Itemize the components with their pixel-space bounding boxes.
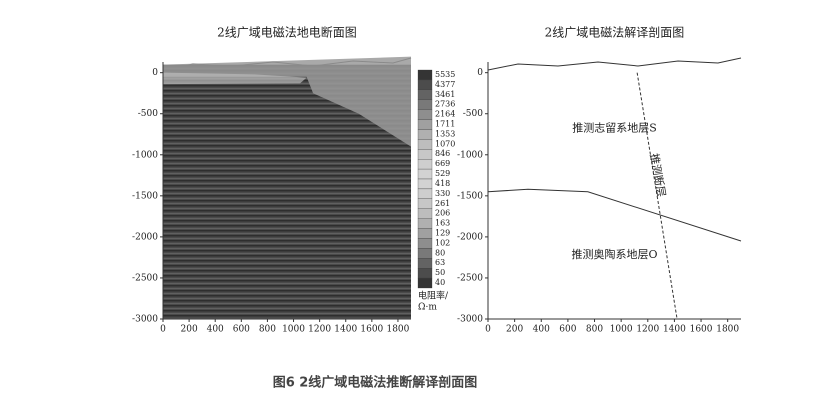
- x-tick-label: 0: [485, 325, 491, 335]
- colorbar-unit: 电阻率/: [418, 290, 449, 302]
- colorbar-label: 163: [435, 219, 450, 228]
- y-tick-label: -500: [463, 109, 483, 119]
- chart-title: 2线广域电磁法解译剖面图: [545, 25, 685, 40]
- high-resistivity-zone: [163, 56, 411, 147]
- colorbar-swatch: [417, 268, 433, 279]
- x-tick-label: 1000: [282, 325, 305, 335]
- y-tick-label: 0: [477, 68, 483, 78]
- colorbar-label: 1711: [435, 120, 455, 129]
- colorbar-label: 669: [435, 159, 450, 168]
- colorbar-swatch: [417, 178, 433, 190]
- annotation: 推测断层: [647, 152, 668, 198]
- colorbar-swatch: [417, 198, 433, 209]
- colorbar-swatch: [417, 258, 433, 269]
- x-tick-label: 600: [559, 325, 576, 335]
- colorbar-label: 129: [435, 229, 450, 238]
- colorbar-label: 4377: [435, 80, 455, 89]
- colorbar-swatch: [417, 89, 433, 100]
- y-tick-label: -2500: [132, 273, 158, 283]
- mid-zone: [163, 72, 307, 85]
- x-tick-label: 800: [586, 325, 603, 335]
- y-tick-label: -1000: [132, 150, 158, 160]
- x-tick-label: 1200: [308, 325, 331, 335]
- colorbar-label: 846: [435, 149, 450, 158]
- x-tick-label: 800: [259, 325, 276, 335]
- y-tick-label: 0: [152, 68, 158, 78]
- x-tick-label: 1800: [386, 325, 409, 335]
- chart-title: 2线广域电磁法地电断面图: [217, 25, 357, 40]
- x-tick-label: 1200: [636, 325, 659, 335]
- colorbar-swatch: [417, 188, 433, 199]
- y-tick-label: -2500: [457, 273, 483, 283]
- colorbar-swatch: [417, 69, 433, 81]
- colorbar-label: 1070: [435, 139, 455, 148]
- y-tick-label: -1000: [457, 150, 483, 160]
- colorbar-unit: Ω·m: [418, 303, 437, 313]
- colorbar-label: 529: [435, 169, 450, 178]
- y-tick-label: -2000: [457, 232, 483, 242]
- colorbar-label: 206: [435, 209, 450, 218]
- x-tick-label: 400: [533, 325, 550, 335]
- colorbar-label: 261: [435, 199, 450, 208]
- colorbar-swatch: [417, 129, 433, 140]
- colorbar-swatch: [417, 159, 433, 170]
- y-tick-label: -2000: [132, 232, 158, 242]
- colorbar-label: 3461: [435, 90, 455, 99]
- colorbar-swatch: [417, 238, 433, 249]
- colorbar-swatch: [417, 119, 433, 130]
- x-tick-label: 400: [207, 325, 224, 335]
- fault-line: [636, 72, 678, 320]
- x-tick-label: 200: [506, 325, 523, 335]
- x-tick-label: 200: [181, 325, 198, 335]
- colorbar-swatch: [417, 139, 433, 150]
- colorbar-label: 40: [435, 278, 445, 287]
- y-tick-label: -500: [138, 109, 158, 119]
- colorbar-swatch: [417, 208, 433, 219]
- x-tick-label: 1400: [334, 325, 357, 335]
- colorbar-label: 418: [435, 179, 450, 188]
- x-tick-label: 1600: [690, 325, 713, 335]
- colorbar-swatch: [417, 109, 433, 120]
- colorbar-label: 2736: [435, 100, 455, 109]
- y-tick-label: -3000: [457, 315, 483, 325]
- topography: [487, 57, 742, 71]
- x-tick-label: 1600: [360, 325, 383, 335]
- colorbar-swatch: [417, 99, 433, 110]
- colorbar-label: 1353: [435, 129, 455, 138]
- x-tick-label: 1000: [610, 325, 633, 335]
- colorbar-label: 80: [435, 248, 445, 257]
- colorbar-swatch: [417, 168, 433, 180]
- plot-frame: [488, 62, 741, 319]
- caption: 图6 2线广域电磁法推断解译剖面图: [273, 375, 478, 391]
- boundary-line: [487, 188, 742, 242]
- colorbar-swatch: [417, 218, 433, 229]
- colorbar-swatch: [417, 79, 433, 90]
- x-tick-label: 0: [160, 325, 166, 335]
- y-tick-label: -3000: [132, 315, 158, 325]
- colorbar-label: 330: [435, 189, 450, 198]
- colorbar-label: 50: [435, 268, 445, 277]
- colorbar-swatch: [417, 277, 433, 289]
- annotation: 推测志留系地层S: [572, 121, 657, 135]
- colorbar-swatch: [417, 248, 433, 259]
- colorbar-swatch: [417, 149, 433, 160]
- y-tick-label: -1500: [457, 191, 483, 201]
- y-tick-label: -1500: [132, 191, 158, 201]
- colorbar-label: 2164: [435, 110, 455, 119]
- colorbar-label: 102: [435, 238, 450, 247]
- colorbar-swatch: [417, 228, 433, 239]
- annotation: 推测奥陶系地层O: [571, 247, 657, 261]
- colorbar-label: 63: [435, 258, 445, 267]
- colorbar-label: 5535: [435, 70, 455, 79]
- x-tick-label: 1800: [716, 325, 739, 335]
- x-tick-label: 1400: [663, 325, 686, 335]
- x-tick-label: 600: [233, 325, 250, 335]
